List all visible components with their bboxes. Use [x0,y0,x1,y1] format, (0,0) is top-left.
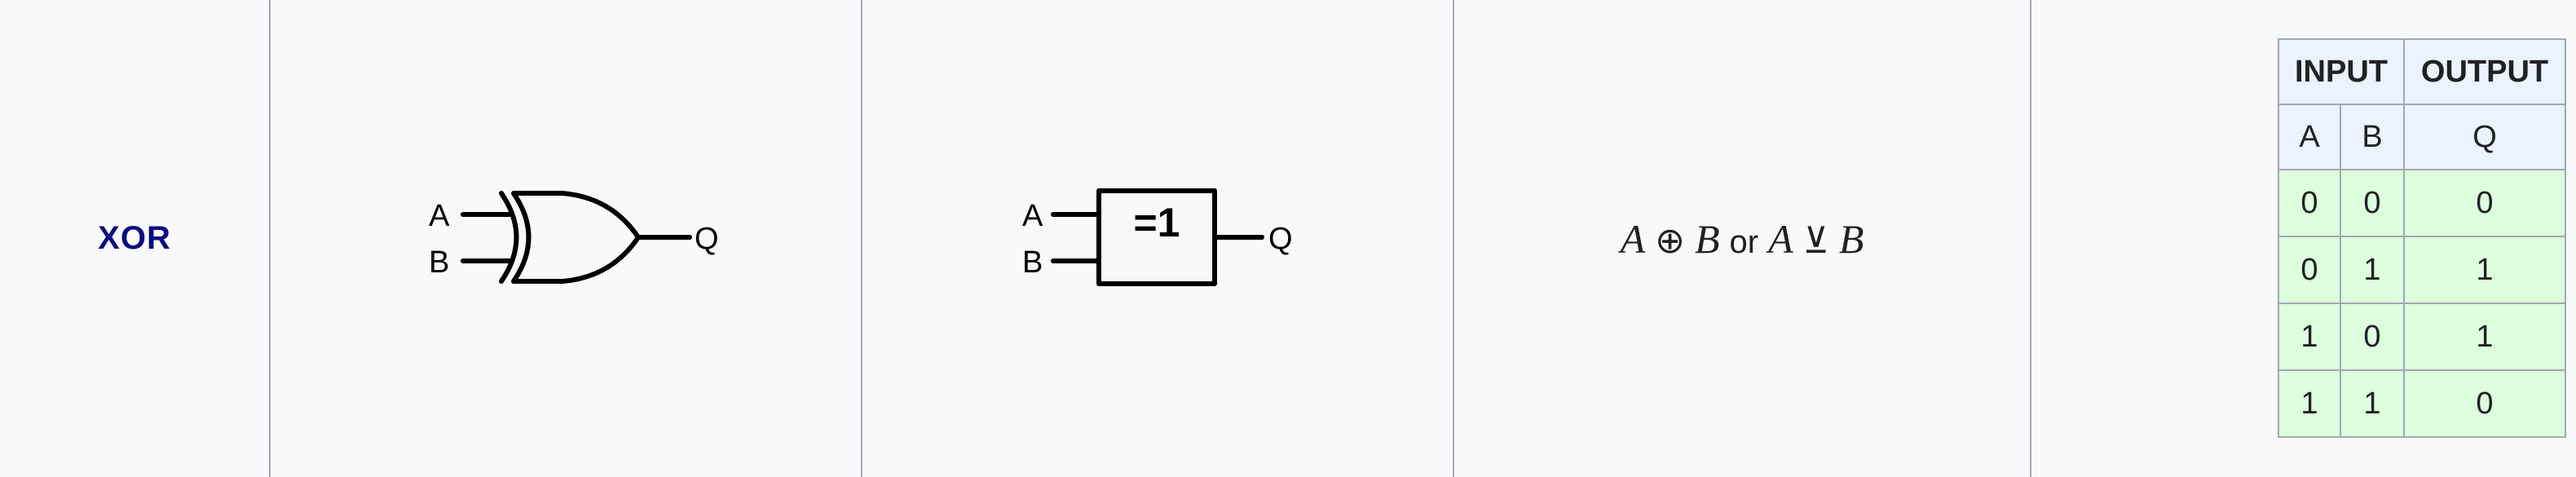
iec-input-a-label: A [1022,199,1043,233]
ansi-output-label: Q [695,222,719,256]
cell-a: 1 [2278,303,2341,371]
ansi-input-b-label: B [429,245,449,280]
truth-table-group-header: INPUT OUTPUT [2278,38,2566,105]
expr-connector: or [1729,223,1759,260]
cell-b: 1 [2340,369,2405,438]
cell-a: 0 [2278,236,2341,304]
column-divider [861,0,862,477]
iec-box-label: =1 [1133,200,1180,245]
input-header: INPUT [2278,38,2405,105]
table-row: 1 1 0 [2278,369,2566,438]
output-header: OUTPUT [2403,38,2566,105]
cell-a: 0 [2278,169,2341,237]
cell-q: 1 [2403,303,2566,371]
column-header-q: Q [2403,104,2566,170]
xor-gate-iec-symbol: =1 A B Q [1022,188,1293,286]
cell-b: 0 [2340,303,2405,371]
ansi-symbol-cell: A B Q [269,0,861,477]
column-divider [2030,0,2031,477]
cell-b: 0 [2340,169,2405,237]
column-divider [1453,0,1454,477]
truth-table: INPUT OUTPUT A B Q 0 0 0 0 1 1 1 0 1 1 1… [2278,38,2566,438]
expr-var-a: A [1620,215,1646,262]
table-row: 1 0 1 [2278,303,2566,371]
cell-q: 0 [2403,169,2566,237]
truth-table-column-header: A B Q [2278,104,2566,170]
gate-name-cell: XOR [0,0,269,477]
expr-var-a2: A [1768,215,1793,262]
cell-a: 1 [2278,369,2341,438]
iec-symbol-cell: =1 A B Q [862,0,1453,477]
table-row: 0 0 0 [2278,169,2566,237]
cell-q: 1 [2403,236,2566,304]
column-header-b: B [2340,104,2405,170]
xor-gate-body [511,191,641,284]
veebar-operator-icon: ⊻ [1802,219,1829,262]
column-header-a: A [2278,104,2341,170]
xor-extra-curve [499,191,519,284]
iec-output-label: Q [1268,222,1293,256]
xor-operator-icon: ⊕ [1655,219,1685,262]
column-divider [269,0,271,477]
boolean-expression-cell: A ⊕ B or A ⊻ B [1454,0,2030,477]
ansi-input-a-label: A [429,199,450,233]
cell-q: 0 [2403,369,2566,438]
boolean-expression: A ⊕ B or A ⊻ B [1621,215,1864,263]
expr-var-b: B [1694,215,1720,262]
iec-input-b-label: B [1022,245,1043,280]
expr-var-b2: B [1838,215,1864,262]
table-row: 0 1 1 [2278,236,2566,304]
cell-b: 1 [2340,236,2405,304]
gate-name-link[interactable]: XOR [98,220,171,256]
xor-gate-ansi-symbol: A B Q [429,191,719,284]
